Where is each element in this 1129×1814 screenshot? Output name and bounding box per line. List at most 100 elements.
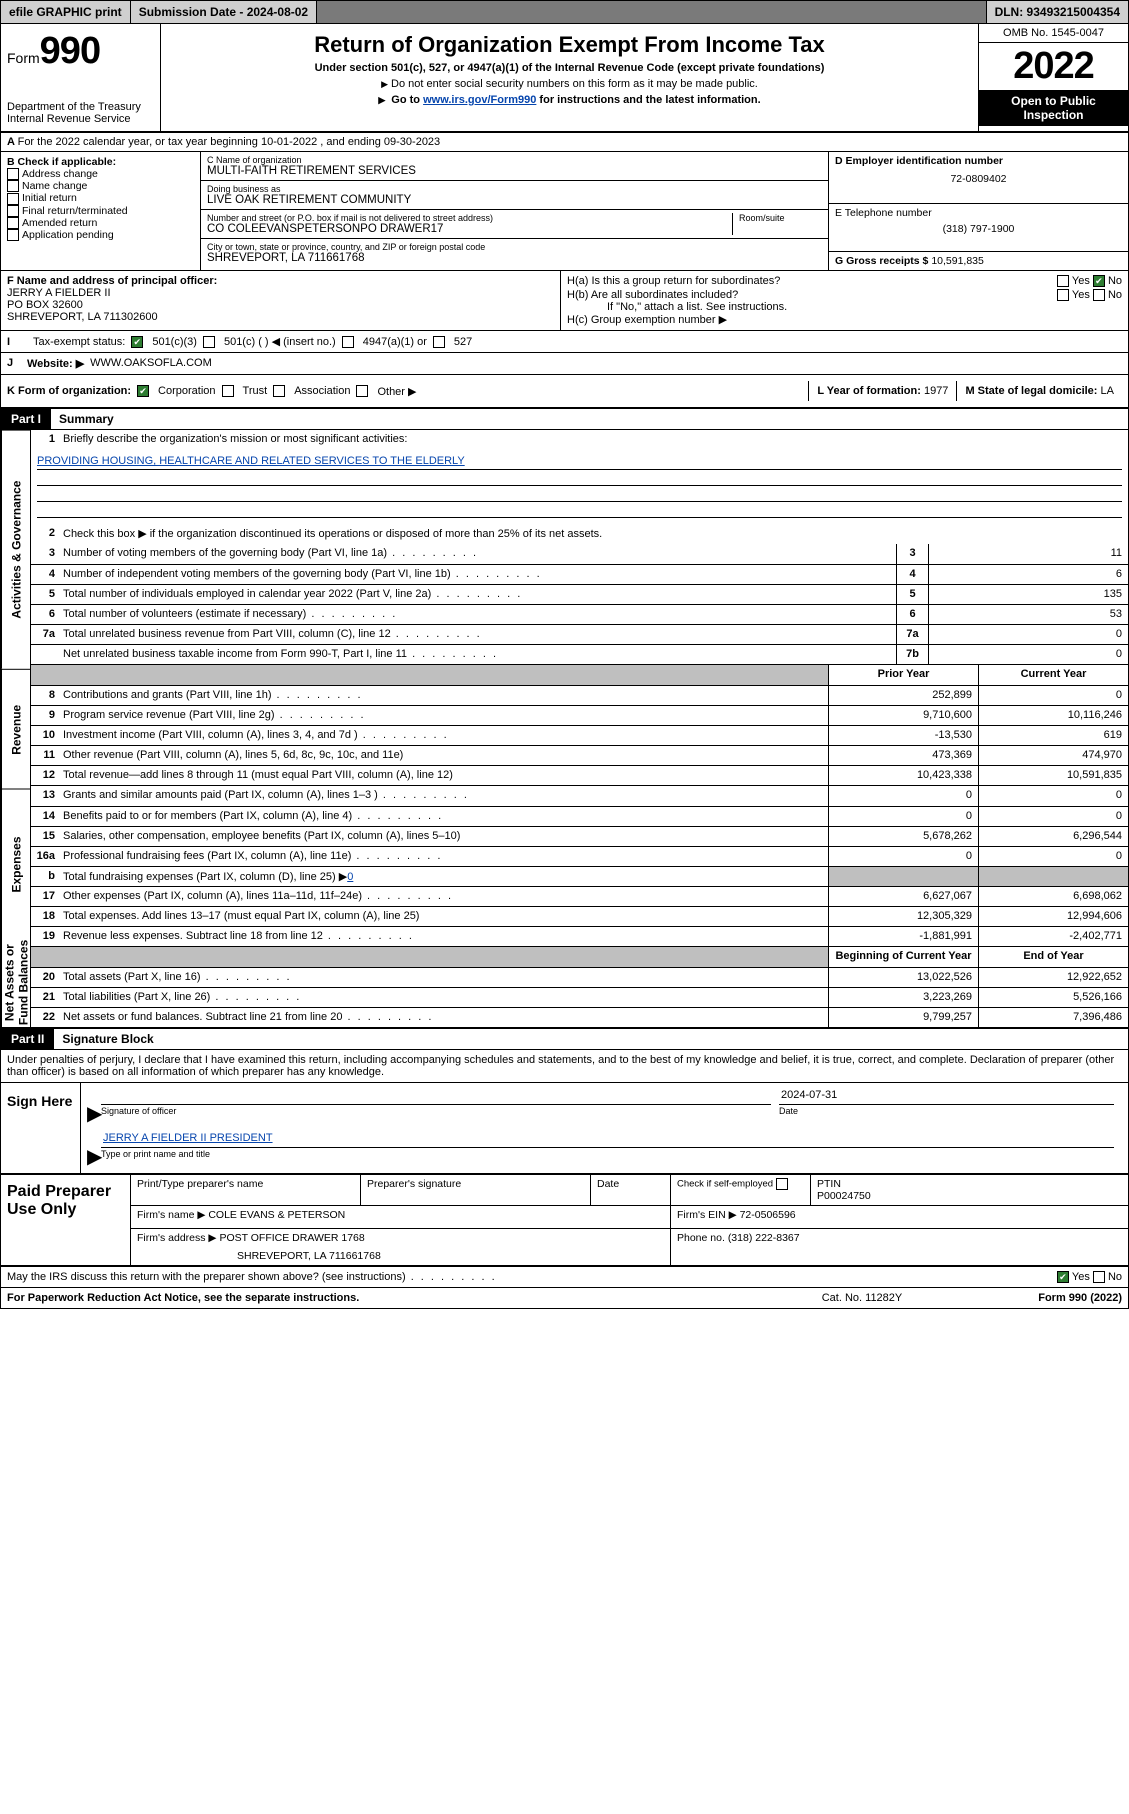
hb2-lbl: If "No," attach a list. See instructions…: [567, 301, 1122, 313]
footer-pra: For Paperwork Reduction Act Notice, see …: [1, 1287, 1128, 1308]
lbl-initial-return: Initial return: [22, 192, 77, 204]
c13: 0: [978, 786, 1128, 806]
hb-yes: Yes: [1072, 289, 1090, 301]
e-lbl: E Telephone number: [835, 207, 1122, 219]
sign-here-block: Sign Here ▶ Signature of officer 2024-07…: [1, 1083, 1128, 1175]
footer-discuss: May the IRS discuss this return with the…: [1, 1267, 1128, 1287]
c-street: CO COLEEVANSPETERSONPO DRAWER17: [207, 223, 732, 235]
c14: 0: [978, 807, 1128, 826]
chk-501c3[interactable]: ✔: [131, 336, 143, 348]
c-city-lbl: City or town, state or province, country…: [207, 242, 822, 252]
lbl-address-change: Address change: [22, 168, 98, 180]
firm-name: COLE EVANS & PETERSON: [208, 1209, 345, 1221]
chk-hb-no[interactable]: [1093, 289, 1105, 301]
open-inspection: Open to Public Inspection: [979, 90, 1128, 126]
chk-other[interactable]: [356, 385, 368, 397]
chk-initial-return[interactable]: [7, 193, 19, 205]
sig-date-cap: Date: [779, 1105, 1114, 1116]
chk-corp[interactable]: ✔: [137, 385, 149, 397]
officer-cap: Type or print name and title: [101, 1148, 1114, 1159]
g-val: 10,591,835: [931, 255, 984, 267]
c10: 619: [978, 726, 1128, 745]
f-name: JERRY A FIELDER II: [7, 287, 554, 299]
i-527: 527: [454, 336, 472, 348]
chk-trust[interactable]: [222, 385, 234, 397]
mission-blank3: [37, 502, 1122, 518]
part1-title: Summary: [51, 412, 114, 426]
chk-hb-yes[interactable]: [1057, 289, 1069, 301]
tax-year: 2022: [979, 43, 1128, 90]
firm-name-lbl: Firm's name ▶: [137, 1209, 205, 1221]
c9: 10,116,246: [978, 706, 1128, 725]
chk-assoc[interactable]: [273, 385, 285, 397]
l14-desc: Benefits paid to or for members (Part IX…: [59, 807, 828, 826]
k-trust: Trust: [243, 385, 268, 397]
chk-name-change[interactable]: [7, 180, 19, 192]
l9-desc: Program service revenue (Part VIII, line…: [59, 706, 828, 725]
form-title: Return of Organization Exempt From Incom…: [169, 32, 970, 58]
p8: 252,899: [828, 686, 978, 705]
hdr-current: Current Year: [978, 665, 1128, 685]
chk-ha-yes[interactable]: [1057, 275, 1069, 287]
dept-treasury: Department of the Treasury: [7, 101, 154, 113]
chk-final-return[interactable]: [7, 205, 19, 217]
row-i: I Tax-exempt status: ✔501(c)(3) 501(c) (…: [1, 331, 1128, 353]
chk-discuss-no[interactable]: [1093, 1271, 1105, 1283]
side-revenue: Revenue: [1, 669, 31, 789]
c8: 0: [978, 686, 1128, 705]
firm-ein: 72-0506596: [740, 1209, 796, 1221]
irs-label: Internal Revenue Service: [7, 113, 154, 125]
i-501c3: 501(c)(3): [152, 336, 197, 348]
chk-501c[interactable]: [203, 336, 215, 348]
f-city: SHREVEPORT, LA 711302600: [7, 311, 554, 323]
i-501c: 501(c) ( ) ◀ (insert no.): [224, 335, 336, 348]
part2-header: Part II Signature Block: [1, 1029, 1128, 1050]
f-po: PO BOX 32600: [7, 299, 554, 311]
c12: 10,591,835: [978, 766, 1128, 785]
chk-self-employed[interactable]: [776, 1178, 788, 1190]
l12-desc: Total revenue—add lines 8 through 11 (mu…: [59, 766, 828, 785]
l8-desc: Contributions and grants (Part VIII, lin…: [59, 686, 828, 705]
v3: 11: [928, 544, 1128, 564]
i-lbl: Tax-exempt status:: [33, 336, 125, 348]
part2-badge: Part II: [1, 1029, 54, 1049]
chk-address-change[interactable]: [7, 168, 19, 180]
top-bar: efile GRAPHIC print Submission Date - 20…: [0, 0, 1129, 24]
cat-no: Cat. No. 11282Y: [762, 1292, 962, 1304]
col-b-checkboxes: B Check if applicable: Address change Na…: [1, 152, 201, 270]
part2-title: Signature Block: [54, 1032, 153, 1046]
form-990: 990: [40, 30, 100, 72]
row-a-text: For the 2022 calendar year, or tax year …: [18, 136, 441, 148]
submission-date-button[interactable]: Submission Date - 2024-08-02: [131, 1, 317, 23]
phone: (318) 222-8367: [728, 1232, 800, 1244]
chk-amended[interactable]: [7, 217, 19, 229]
k-corp: Corporation: [158, 385, 215, 397]
col-b-header: B Check if applicable:: [7, 156, 194, 168]
hb-no: No: [1108, 289, 1122, 301]
topbar-spacer: [317, 1, 985, 23]
chk-527[interactable]: [433, 336, 445, 348]
p22: 9,799,257: [828, 1008, 978, 1027]
chk-discuss-yes[interactable]: ✔: [1057, 1271, 1069, 1283]
hb-lbl: H(b) Are all subordinates included?: [567, 289, 1057, 301]
l18-desc: Total expenses. Add lines 13–17 (must eq…: [59, 907, 828, 926]
lbl-name-change: Name change: [22, 180, 87, 192]
p12: 10,423,338: [828, 766, 978, 785]
j-lbl: Website: ▶: [27, 357, 84, 370]
p11: 473,369: [828, 746, 978, 765]
chk-4947[interactable]: [342, 336, 354, 348]
form-number: Form990: [7, 30, 154, 73]
k-assoc: Association: [294, 385, 350, 397]
irs-link[interactable]: www.irs.gov/Form990: [423, 94, 536, 106]
chk-ha-no[interactable]: ✔: [1093, 275, 1105, 287]
form-subtitle-2: Do not enter social security numbers on …: [169, 78, 970, 90]
form-subtitle-3: Go to www.irs.gov/Form990 for instructio…: [169, 94, 970, 106]
d-val: 72-0809402: [835, 173, 1122, 185]
lbl-final-return: Final return/terminated: [22, 205, 128, 217]
k-lbl: K Form of organization:: [7, 385, 131, 397]
efile-print-button[interactable]: efile GRAPHIC print: [1, 1, 131, 23]
hdr-begin: Beginning of Current Year: [828, 947, 978, 967]
dln-label: DLN: 93493215004354: [986, 1, 1128, 23]
form-990-footer: Form 990 (2022): [962, 1292, 1122, 1304]
chk-app-pending[interactable]: [7, 229, 19, 241]
